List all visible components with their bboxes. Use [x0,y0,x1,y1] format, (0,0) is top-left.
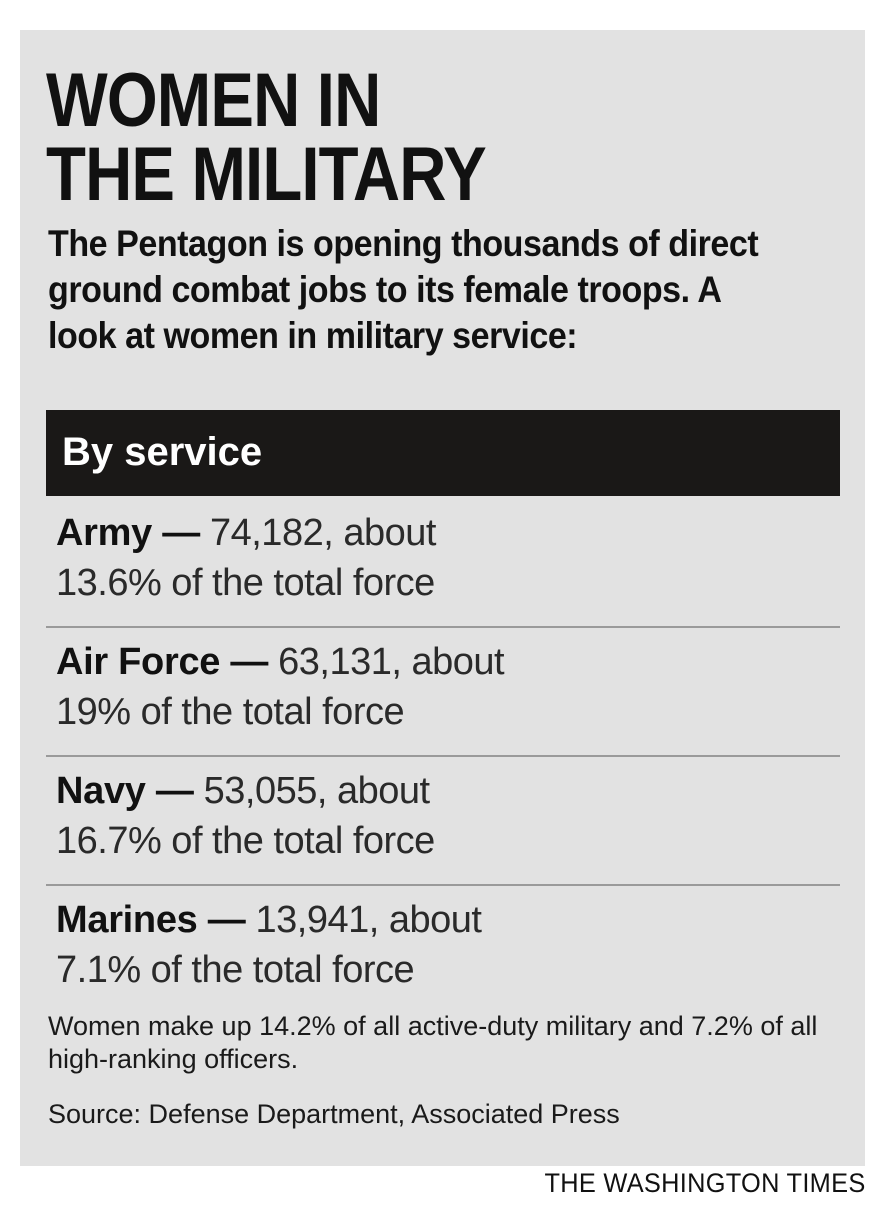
service-name: Army — [56,512,200,554]
row-divider [46,755,840,757]
service-share: 7.1% of the total force [56,949,415,991]
row-divider [46,626,840,628]
headline-line-1: WOMEN IN [46,58,381,143]
service-count: 74,182, about [199,512,436,554]
service-share: 16.7% of the total force [56,820,435,862]
service-row-navy: Navy — 53,055, about 16.7% of the total … [56,766,836,866]
service-name: Marines — [56,899,246,941]
headline-line-2: THE MILITARY [46,132,487,217]
service-count: 53,055, about [193,770,430,812]
service-count: 13,941, about [245,899,482,941]
service-count: 63,131, about [268,641,505,683]
publisher-credit: THE WASHINGTON TIMES [544,1168,866,1198]
headline: WOMEN IN THE MILITARY [46,58,487,217]
row-divider [46,884,840,886]
service-name: Air Force — [56,641,269,683]
service-row-army: Army — 74,182, about 13.6% of the total … [56,508,836,608]
service-row-marines: Marines — 13,941, about 7.1% of the tota… [56,895,836,995]
service-row-air-force: Air Force — 63,131, about 19% of the tot… [56,637,836,737]
service-name: Navy — [56,770,194,812]
section-header-bar: By service [46,410,840,496]
intro-text: The Pentagon is opening thousands of dir… [48,223,759,356]
service-share: 13.6% of the total force [56,562,435,604]
section-header-label: By service [62,430,263,474]
summary-note: Women make up 14.2% of all active-duty m… [48,1011,818,1074]
infographic-panel: WOMEN IN THE MILITARY The Pentagon is op… [20,30,865,1166]
source-line: Source: Defense Department, Associated P… [48,1099,620,1129]
service-share: 19% of the total force [56,691,405,733]
